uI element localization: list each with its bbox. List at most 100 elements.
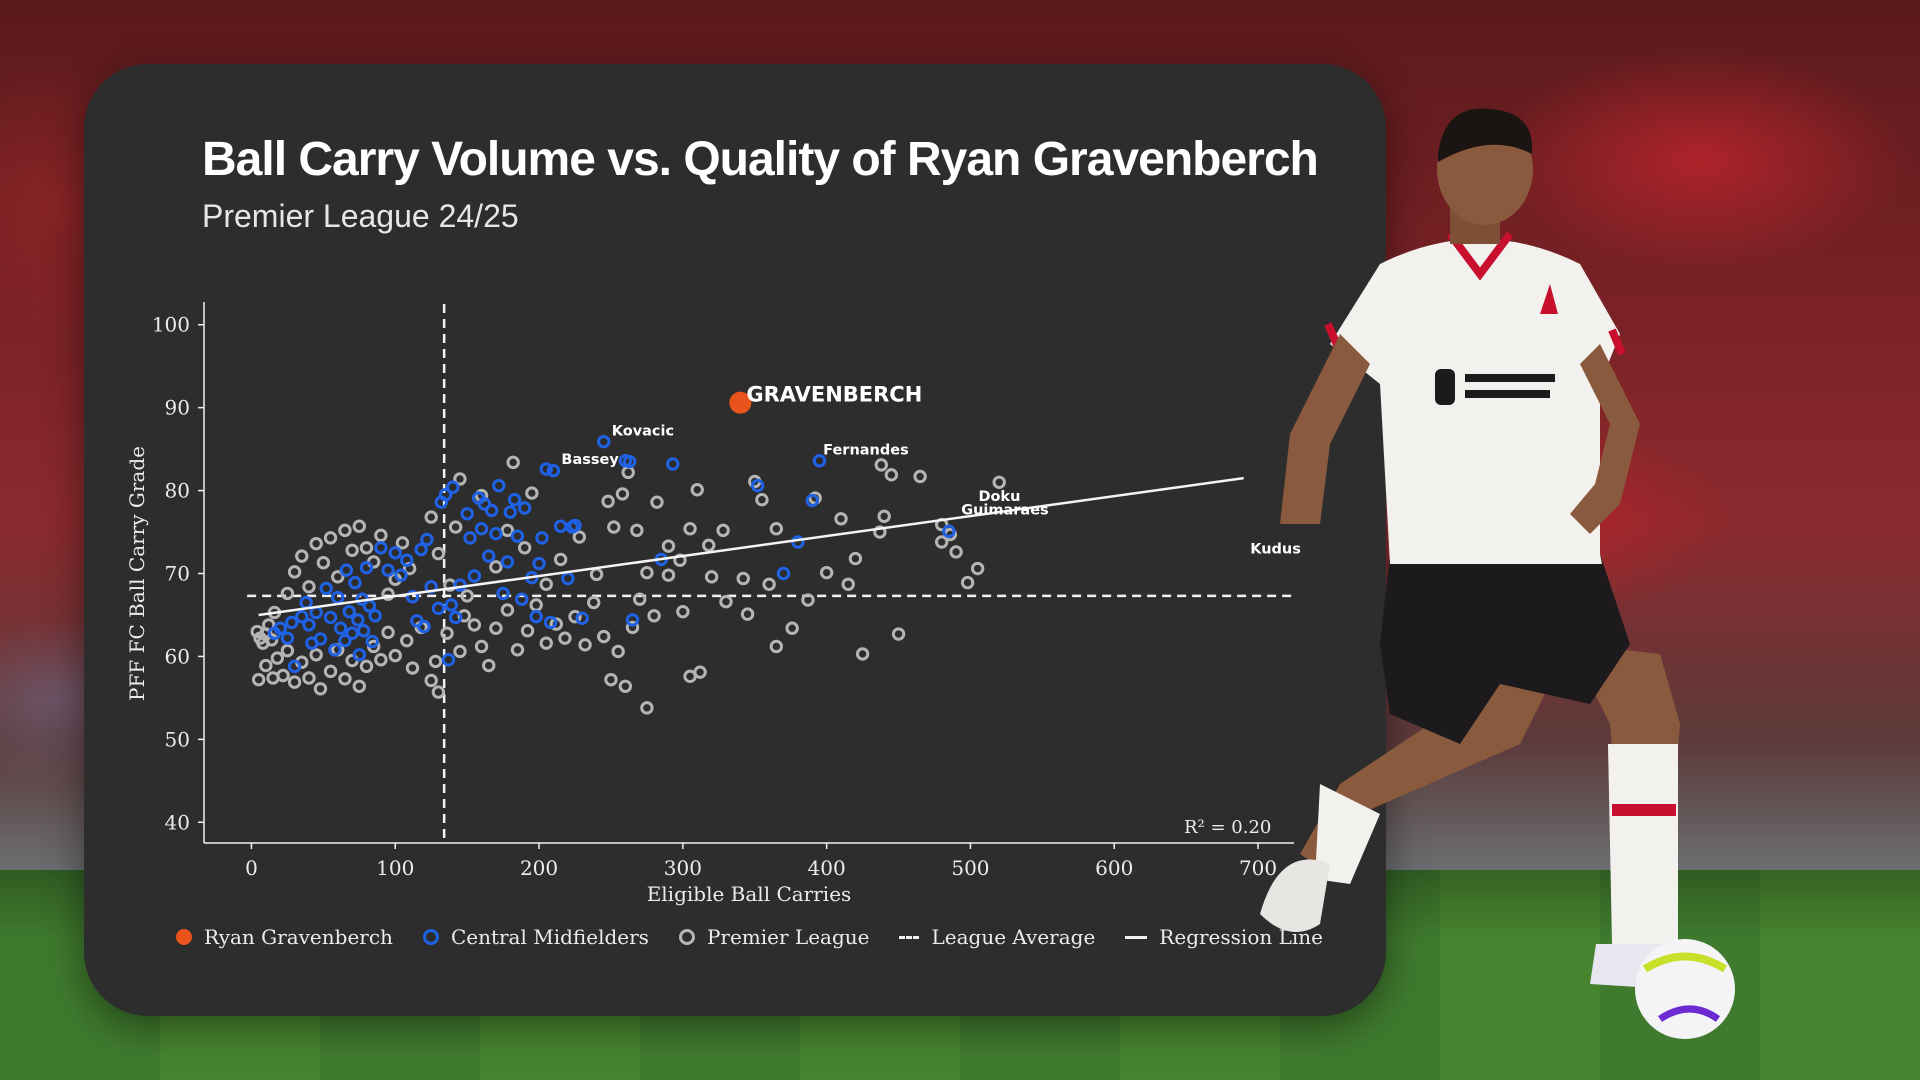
premier-league-point xyxy=(323,664,338,679)
central-midfielder-point xyxy=(553,519,568,533)
central-midfielder-point xyxy=(805,493,819,508)
premier-league-point xyxy=(539,636,553,650)
central-midfielder-point xyxy=(477,497,492,511)
premier-league-point xyxy=(525,486,539,500)
central-midfielder-point xyxy=(374,541,388,555)
premier-league-point xyxy=(716,523,730,538)
premier-league-point xyxy=(287,565,302,579)
premier-league-point xyxy=(618,679,633,693)
chart-card: Ball Carry Volume vs. Quality of Ryan Gr… xyxy=(84,64,1386,1016)
premier-league-point xyxy=(572,530,587,544)
premier-league-point xyxy=(388,648,402,663)
central-midfielder-point xyxy=(338,633,352,648)
premier-league-point xyxy=(316,556,331,570)
premier-league-point xyxy=(331,570,345,584)
premier-league-point xyxy=(690,483,704,497)
central-midfielder-point xyxy=(482,549,496,563)
premier-league-point xyxy=(500,603,515,617)
y-tick-label: 40 xyxy=(165,810,190,834)
y-axis-label: PFF FC Ball Carry Grade xyxy=(125,446,149,701)
premier-league-point xyxy=(647,609,661,623)
premier-league-point xyxy=(309,648,323,662)
premier-league-point xyxy=(424,673,438,688)
premier-league-point xyxy=(558,631,572,645)
premier-league-point xyxy=(586,595,601,610)
central-midfielder-point xyxy=(503,505,517,519)
premier-league-point xyxy=(302,671,316,685)
premier-league-point xyxy=(276,668,290,683)
x-tick-label: 100 xyxy=(376,856,414,880)
premier-league-point xyxy=(280,586,295,601)
central-midfielder-point xyxy=(351,613,365,627)
central-midfielder-point xyxy=(299,595,313,610)
premier-league-point xyxy=(801,593,815,607)
premier-league-point xyxy=(704,570,719,584)
legend-average-label: League Average xyxy=(931,925,1096,949)
central-midfielder-point xyxy=(474,522,489,536)
premier-league-point xyxy=(313,682,328,696)
legend-pl-label: Premier League xyxy=(706,925,870,949)
premier-league-point xyxy=(474,639,489,654)
central-midfielder-point xyxy=(510,529,525,543)
premier-league-point xyxy=(625,620,640,635)
x-tick-label: 400 xyxy=(808,856,846,880)
x-axis-label: Eligible Ball Carries xyxy=(647,882,852,906)
y-tick-label: 100 xyxy=(152,313,190,337)
central-midfielder-point xyxy=(575,611,589,625)
central-midfielder-point xyxy=(463,531,477,545)
central-midfielder-point xyxy=(280,631,295,645)
premier-league-point xyxy=(489,621,503,635)
premier-league-point xyxy=(374,528,388,543)
premier-league-point xyxy=(736,571,750,586)
premier-league-point xyxy=(467,618,482,632)
central-midfielder-point xyxy=(273,621,287,635)
central-midfielder-point xyxy=(448,610,463,625)
scatter-plot: 0 100 200 300 400 500 600 700 40 50 60 70 80 90 100 Eli… xyxy=(125,302,1301,906)
premier-league-point xyxy=(819,565,834,580)
central-midfielder-point xyxy=(507,492,522,507)
central-midfielder-point xyxy=(750,478,765,493)
premier-league-point xyxy=(615,487,630,501)
premier-league-point xyxy=(460,589,474,603)
central-midfielder-point xyxy=(333,621,348,635)
footballer-running-icon xyxy=(1260,108,1735,1039)
central-midfielder-point xyxy=(444,598,459,612)
premier-league-point xyxy=(448,520,463,534)
central-midfielder-point xyxy=(568,518,582,533)
premier-league-point xyxy=(428,654,443,669)
central-midfielder-point xyxy=(368,609,382,623)
central-midfielder-point xyxy=(400,553,414,567)
gravenberch-point xyxy=(729,391,752,414)
premier-league-point xyxy=(338,523,352,538)
central-midfielder-point xyxy=(446,480,460,494)
central-midfielder-point xyxy=(496,586,510,601)
x-tick-label: 300 xyxy=(664,856,702,880)
premier-league-point xyxy=(785,621,799,635)
premier-league-point xyxy=(630,523,644,538)
central-midfielder-point xyxy=(625,613,640,627)
central-midfielder-point xyxy=(287,659,302,674)
legend-average-marker xyxy=(899,935,920,939)
central-midfielder-point xyxy=(776,566,791,581)
premier-league-point xyxy=(549,617,564,631)
central-midfielder-point xyxy=(359,560,374,575)
premier-league-point xyxy=(762,577,776,591)
player-name-label: Fernandes xyxy=(823,443,909,459)
premier-league-point xyxy=(589,567,604,582)
legend-player-label: Ryan Gravenberch xyxy=(204,925,393,949)
central-midfielder-point xyxy=(489,526,503,541)
premier-league-point xyxy=(676,604,690,619)
central-midfielder-point xyxy=(532,556,546,571)
premier-league-point xyxy=(280,643,295,658)
premier-league-point xyxy=(884,468,899,482)
central-midfielder-point xyxy=(441,653,456,667)
central-midfielder-point xyxy=(597,434,611,449)
central-midfielder-point xyxy=(417,619,431,634)
regression-line xyxy=(258,476,1244,617)
premier-league-point xyxy=(661,539,676,553)
premier-league-point xyxy=(338,672,352,686)
player-name-label: Kovacic xyxy=(612,424,674,440)
premier-league-point xyxy=(431,685,446,699)
premier-league-point xyxy=(621,465,635,480)
player-name-label: Guimaraes xyxy=(961,502,1049,518)
